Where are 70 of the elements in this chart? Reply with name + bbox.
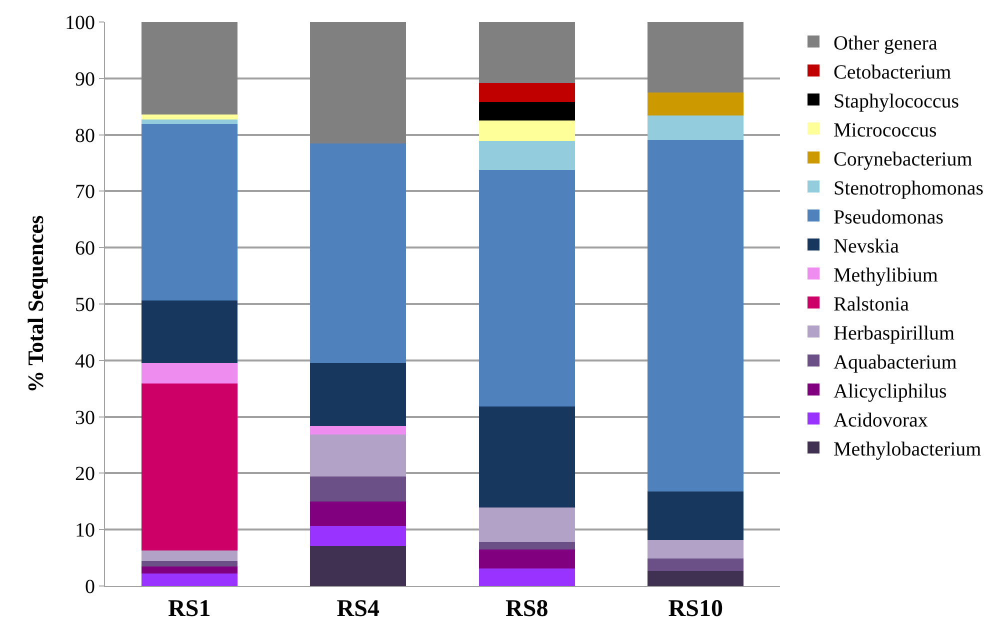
bar	[141, 561, 238, 566]
bar	[648, 22, 744, 92]
bar	[141, 384, 238, 550]
bar	[310, 22, 406, 144]
bar	[310, 501, 406, 526]
y-tick-label: 30	[75, 406, 95, 429]
bar	[478, 542, 575, 550]
legend-label: Stenotrophomonas	[834, 177, 984, 200]
y-tick-label: 80	[75, 124, 95, 147]
bar	[141, 550, 238, 562]
legend-label: Ralstonia	[834, 293, 910, 316]
y-axis-title: % Total Sequences	[22, 214, 48, 393]
legend-label: Cetobacterium	[834, 61, 952, 84]
legend-label: Other genera	[834, 32, 938, 54]
y-tick-label: 10	[75, 520, 95, 542]
x-tick-label: RS10	[668, 596, 723, 622]
bar	[478, 568, 575, 586]
y-tick-label: 90	[75, 68, 95, 90]
y-tick-label: 20	[75, 463, 95, 486]
x-tick-label: RS8	[506, 596, 548, 622]
legend-label: Acidovorax	[834, 409, 928, 432]
bar	[141, 300, 238, 364]
bar	[310, 476, 406, 502]
legend-label: Aquabacterium	[834, 351, 958, 374]
bar	[141, 574, 238, 586]
bar	[141, 566, 238, 574]
legend-label: Nevskia	[834, 235, 900, 258]
bar	[648, 558, 744, 571]
bar	[310, 526, 406, 546]
bar	[141, 114, 238, 120]
bar	[478, 22, 575, 83]
bar	[310, 363, 406, 426]
bar	[141, 124, 238, 301]
bar	[141, 22, 238, 114]
x-tick-label: RS1	[168, 596, 211, 622]
legend-label: Corynebacterium	[834, 148, 973, 170]
bar	[648, 540, 744, 558]
legend-label: Herbaspirillum	[834, 322, 956, 344]
bar	[648, 491, 744, 540]
y-tick-label: 70	[75, 181, 95, 204]
bar	[478, 406, 575, 508]
legend-label: Pseudomonas	[834, 206, 944, 228]
bar	[141, 363, 238, 384]
y-tick-label: 0	[85, 576, 95, 598]
y-tick-label: 50	[75, 294, 95, 316]
x-tick-label: RS4	[336, 596, 380, 622]
legend-label: Staphylococcus	[834, 90, 960, 112]
bar	[648, 140, 744, 492]
bar	[478, 141, 575, 170]
legend-label: Methylobacterium	[834, 438, 982, 460]
bar	[310, 143, 406, 364]
bar	[648, 116, 744, 140]
bar	[478, 102, 575, 121]
bar	[310, 434, 406, 477]
bar	[478, 508, 575, 542]
bar	[478, 170, 575, 407]
y-tick-label: 60	[75, 238, 95, 260]
legend-label: Micrococcus	[834, 119, 938, 142]
bar	[648, 570, 744, 586]
y-tick-label: 100	[65, 12, 95, 34]
legend-label: Alicycliphilus	[834, 380, 948, 402]
bar	[141, 120, 238, 124]
bar	[478, 549, 575, 569]
legend-label: Methylibium	[834, 264, 938, 286]
bar	[310, 426, 406, 434]
bar	[478, 120, 575, 141]
bar	[648, 92, 744, 116]
bar	[478, 82, 575, 102]
y-tick-label: 40	[75, 350, 95, 372]
bar	[310, 546, 406, 586]
